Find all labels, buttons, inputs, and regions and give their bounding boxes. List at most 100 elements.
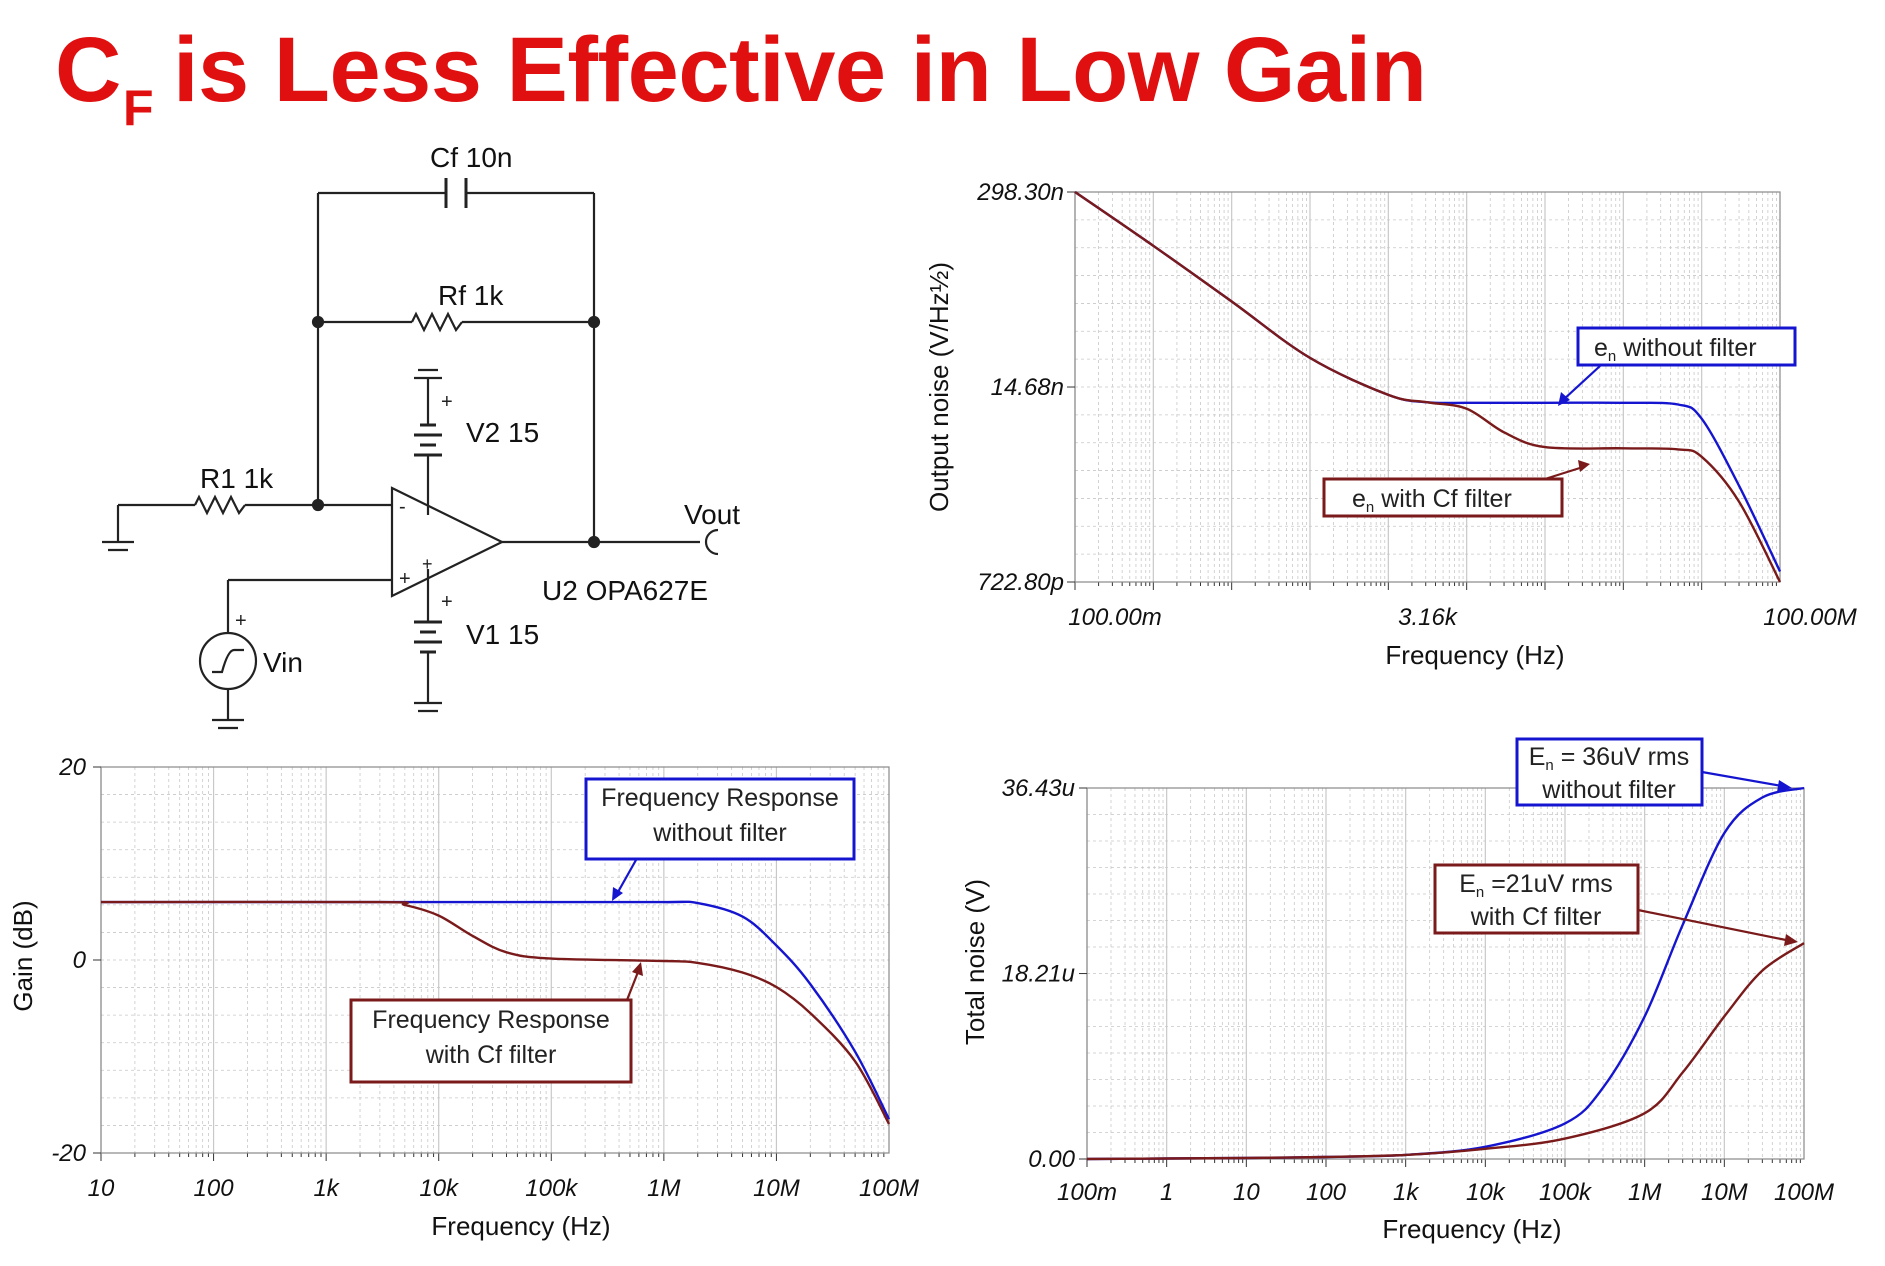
slide-title: CF is Less Effective in Low Gain	[55, 18, 1427, 136]
annotation-fr-without-arrow	[617, 859, 637, 893]
annotation-en-without-arrow	[1562, 365, 1601, 401]
annotation-etotal-with-line2: with Cf filter	[1470, 903, 1602, 931]
noise-density-series-with	[1074, 191, 1782, 583]
noise-density-x-tick-label: 3.16k	[1398, 604, 1459, 631]
annotation-en-without-text: en without filter	[1594, 334, 1757, 365]
gain-y-tick-label: -20	[51, 1140, 86, 1167]
annotation-en-with-sub: n	[1366, 499, 1374, 516]
annotation-en-with-box	[1322, 477, 1564, 518]
annotation-en-with-text: en with Cf filter	[1352, 485, 1512, 516]
circuit-schematic	[102, 178, 719, 730]
annotation-etotal-without-arrow	[1701, 770, 1783, 788]
label-opamp: U2 OPA627E	[542, 575, 708, 606]
gain-x-tick-label: 10M	[753, 1175, 800, 1202]
title-main: C	[55, 19, 121, 121]
label-v1: V1 15	[466, 619, 539, 650]
gain-series	[100, 900, 891, 1125]
annotation-fr-with: Frequency Response with Cf filter	[349, 962, 643, 1084]
total-noise-x-tick-label: 10M	[1701, 1179, 1748, 1206]
label-v2: V2 15	[466, 417, 539, 448]
gain-series-with	[100, 900, 891, 1125]
total-noise-x-tick-label: 1	[1160, 1179, 1173, 1206]
total-noise-x-tick-label: 1k	[1393, 1179, 1420, 1206]
junction-output	[587, 535, 601, 549]
label-cf: Cf 10n	[430, 142, 513, 173]
noise-density-plot-area	[1074, 191, 1781, 583]
annotation-etotal-with-rest: =21uV rms	[1484, 870, 1613, 898]
total-noise-y-tick-label: 36.43u	[1002, 775, 1075, 802]
junction-inverting	[311, 498, 325, 512]
total-noise-y-tick-label: 18.21u	[1002, 961, 1075, 988]
total-noise-y-tick-label: 0.00	[1028, 1146, 1075, 1173]
total-noise-series	[1086, 786, 1805, 1161]
annotation-fr-with-line2: with Cf filter	[425, 1041, 557, 1069]
junction-rf-left	[311, 315, 325, 329]
gain-ylabel: Gain (dB)	[8, 900, 38, 1011]
label-rf: Rf 1k	[438, 280, 504, 311]
annotation-etotal-without: En = 36uV rms without filter	[1515, 737, 1792, 807]
annotation-en-with-arrow	[1544, 465, 1584, 481]
annotation-en-with-arrowhead	[1578, 460, 1590, 472]
noise-density-ylabel: Output noise (V/Hz½)	[924, 262, 954, 512]
annotation-fr-with-box	[349, 998, 633, 1084]
v1-plus-sign: +	[441, 591, 453, 613]
annotation-etotal-with-main: E	[1459, 870, 1476, 898]
gain-x-tick-label: 100	[194, 1175, 235, 1202]
vin-plus-sign: +	[235, 610, 247, 632]
annotation-etotal-without-box	[1515, 737, 1704, 807]
noise-density-y-tick-label: 14.68n	[991, 374, 1064, 401]
label-r1: R1 1k	[200, 463, 274, 494]
total-noise-plot-area	[1086, 787, 1805, 1160]
annotation-etotal-without-line2: without filter	[1541, 776, 1675, 804]
total-noise-series-with	[1086, 942, 1805, 1161]
gain-xlabel: Frequency (Hz)	[431, 1211, 610, 1241]
total-noise-chart: 100m 1 10 100 1k 10k 100k 1M 10M 100M 36.43u 18.21u…	[960, 737, 1834, 1244]
annotation-en-with: en with Cf filter	[1322, 460, 1590, 518]
total-noise-xlabel: Frequency (Hz)	[1382, 1214, 1561, 1244]
title-rest: is Less Effective in Low Gain	[173, 19, 1427, 121]
noise-density-xlabel: Frequency (Hz)	[1385, 640, 1564, 670]
annotation-etotal-without-sub: n	[1545, 757, 1553, 774]
gain-ticks: 10 100 1k 10k 100k 1M 10M 100M 20 0 -20	[51, 754, 919, 1202]
annotation-en-without-box	[1576, 326, 1797, 367]
label-vout: Vout	[684, 499, 740, 530]
annotation-etotal-with-box	[1433, 863, 1640, 935]
total-noise-x-tick-label: 1M	[1628, 1179, 1661, 1206]
total-noise-x-tick-label: 100m	[1057, 1179, 1117, 1206]
annotation-en-without-rest: without filter	[1616, 334, 1756, 362]
total-noise-ticks: 100m 1 10 100 1k 10k 100k 1M 10M 100M 36.43u 18.21u…	[1002, 775, 1834, 1206]
annotation-fr-without: Frequency Response without filter	[584, 777, 856, 901]
total-noise-x-tick-label: 10	[1233, 1179, 1260, 1206]
annotation-fr-without-line2: without filter	[652, 819, 786, 847]
annotation-en-without-main: e	[1594, 334, 1608, 362]
noise-density-y-tick-label: 298.30n	[976, 179, 1064, 206]
opamp-minus-sign: -	[399, 496, 406, 518]
total-noise-x-tick-label: 100M	[1774, 1179, 1834, 1206]
resistor-rf	[411, 311, 463, 333]
noise-density-grid	[1074, 192, 1780, 590]
gain-chart: 10 100 1k 10k 100k 1M 10M 100M 20 0 -20 Frequency …	[8, 754, 919, 1241]
noise-density-x-tick-label: 100.00m	[1068, 604, 1161, 631]
step-waveform-icon	[212, 648, 244, 674]
opamp-symbol	[390, 486, 505, 598]
gain-y-tick-label: 0	[73, 947, 87, 974]
gain-x-tick-label: 1M	[647, 1175, 680, 1202]
annotation-etotal-with: En =21uV rms with Cf filter	[1433, 863, 1798, 946]
gain-y-tick-label: 20	[58, 754, 86, 781]
annotation-etotal-without-arrowhead	[1777, 780, 1792, 792]
annotation-fr-without-line1: Frequency Response	[601, 784, 839, 812]
title-subscript: F	[122, 80, 154, 136]
gain-x-tick-label: 100k	[525, 1175, 579, 1202]
noise-density-chart: 100.00m 3.16k 100.00M298.30n14.68n722.80p …	[924, 179, 1857, 670]
annotation-en-with-rest: with Cf filter	[1374, 485, 1512, 513]
gain-x-tick-label: 10k	[419, 1175, 460, 1202]
annotation-fr-without-arrowhead	[612, 887, 623, 901]
gain-x-tick-label: 100M	[859, 1175, 919, 1202]
annotation-etotal-with-line1: En =21uV rms	[1459, 870, 1613, 901]
total-noise-x-tick-label: 10k	[1466, 1179, 1507, 1206]
annotation-en-with-main: e	[1352, 485, 1366, 513]
gain-x-tick-label: 1k	[313, 1175, 340, 1202]
total-noise-ylabel: Total noise (V)	[960, 879, 990, 1045]
label-vin: Vin	[263, 647, 303, 678]
vout-terminal-icon	[704, 528, 719, 556]
